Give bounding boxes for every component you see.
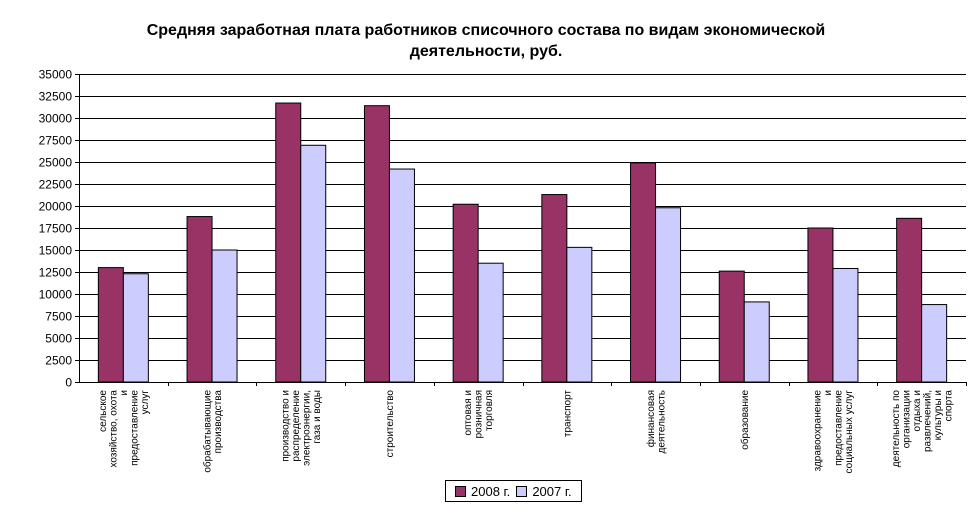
y-tick-label: 20000 [39,200,73,214]
chart-title-line-1: Средняя заработная плата работников спис… [146,22,826,39]
x-tick-label: здравоохранениеипредоставлениесоциальных… [813,390,856,474]
y-tick-label: 27500 [39,134,73,148]
bar [300,144,327,383]
x-tick-label: производство ираспределениеэлектроэнерги… [281,390,324,466]
bar [275,102,302,383]
bar [630,162,657,383]
y-tick-label: 2500 [45,354,72,368]
y-tick-label: 32500 [39,90,73,104]
y-tick-label: 17500 [39,222,73,236]
y-tick-label: 30000 [39,112,73,126]
legend-swatch [516,485,528,497]
legend-label: 2007 г. [532,483,572,499]
x-tick-label: финансоваядеятельность [645,390,668,453]
x-tick-label: обрабатывающиепроизводства [201,390,224,473]
bar [363,105,390,383]
chart-legend: 2008 г. 2007 г. [445,480,582,502]
y-tick-label: 0 [65,376,72,390]
bar [807,227,834,383]
bar [718,270,745,383]
bar [921,304,948,383]
bar [477,262,504,383]
bar [388,168,415,383]
y-tick-label: 5000 [45,332,72,346]
x-tick-label: образование [739,390,751,450]
y-tick-label: 10000 [39,288,73,302]
chart-title-line-2: деятельности, руб. [409,43,563,60]
bar [743,301,770,383]
legend-item: 2008 г. [455,484,510,499]
bar [97,267,124,383]
x-tick-label: сельскоехозяйство, охотаипредоставлениеу… [98,390,151,468]
y-tick-label: 7500 [45,310,72,324]
x-tick-label: транспорт [562,390,573,438]
legend-item: 2007 г. [516,483,572,499]
x-tick-label: строительство [385,390,396,458]
bar [186,216,213,383]
bar [655,207,682,383]
bar [541,194,568,383]
legend-swatch [455,485,466,497]
y-tick-label: 22500 [39,178,73,192]
x-tick-label: деятельность поорганизацииотдыха иразвле… [891,390,955,468]
legend-label: 2008 г. [471,483,511,499]
x-tick-label: оптовая ирозничнаяторговля [463,390,495,438]
bar [566,246,593,383]
bar [122,273,149,383]
bar [211,249,238,383]
bar [832,267,859,383]
y-tick-label: 25000 [39,156,73,170]
bar [452,203,479,383]
y-tick-label: 12500 [39,266,73,280]
bar [896,217,923,383]
y-tick-label: 15000 [39,244,73,258]
y-tick-label: 35000 [39,68,73,82]
chart-title: Средняя заработная плата работников спис… [0,20,972,62]
